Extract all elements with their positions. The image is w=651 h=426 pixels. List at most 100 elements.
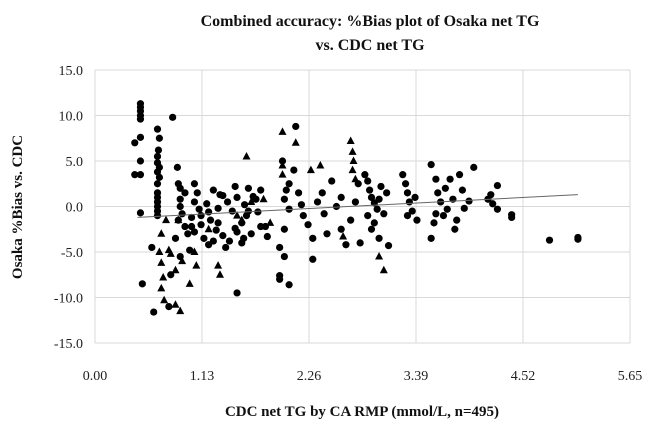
circle-point [342, 241, 350, 249]
triangle-point [346, 136, 355, 144]
circle-point [370, 219, 378, 227]
circle-point [299, 212, 307, 220]
circle-point [153, 125, 162, 133]
circle-point [154, 146, 163, 154]
y-tick-labels: 15.0 10.0 5.0 0.0 -5.0 -10.0 -15.0 [54, 64, 83, 352]
circle-point [136, 171, 145, 179]
circle-point [361, 171, 369, 179]
circle-point [165, 303, 173, 311]
y-tick-label: 5.0 [66, 155, 84, 170]
circle-point [337, 193, 345, 201]
circle-point [401, 180, 410, 188]
y-tick-label: 15.0 [59, 64, 84, 79]
circle-point [244, 184, 252, 192]
triangle-point [348, 147, 357, 155]
circle-point [178, 210, 186, 218]
triangle-point [351, 174, 360, 183]
circle-point [206, 216, 215, 224]
circle-point [233, 289, 241, 297]
circle-point [155, 173, 163, 181]
triangle-point [339, 232, 348, 240]
circle-point [470, 163, 478, 171]
circle-point [443, 205, 451, 213]
triangle-point [159, 272, 168, 281]
triangle-point [237, 215, 246, 224]
triangle-point [157, 258, 166, 266]
circle-point [366, 186, 374, 194]
circle-point [458, 186, 466, 194]
circle-point [377, 182, 385, 191]
circle-point [136, 115, 145, 123]
circle-point [181, 189, 189, 197]
y-axis-label: Osaka %Bias vs. CDC [10, 135, 26, 279]
trendline [137, 194, 578, 218]
triangle-point [306, 165, 315, 174]
triangle-point [278, 170, 287, 178]
x-tick-label: 2.26 [297, 369, 322, 384]
circle-point [176, 184, 184, 192]
triangle-point [379, 265, 388, 274]
x-tick-label: 1.13 [190, 369, 215, 384]
triangle-point [247, 197, 256, 205]
y-tick-label: 0.0 [66, 201, 84, 216]
circle-point [219, 232, 227, 240]
circle-point [209, 237, 217, 245]
triangle-point [214, 261, 223, 269]
circle-point [297, 201, 306, 209]
circle-point [545, 236, 554, 244]
data-points [131, 100, 582, 316]
circle-point [465, 197, 473, 205]
circle-point [263, 232, 271, 241]
circle-point [318, 189, 326, 197]
circle-point [231, 224, 239, 232]
circle-point [155, 134, 163, 142]
circle-point [405, 198, 413, 206]
circle-point [441, 184, 449, 192]
circle-point [280, 252, 288, 261]
circle-point [403, 212, 412, 220]
y-tick-label: -5.0 [61, 246, 83, 261]
circle-point [304, 221, 312, 229]
circle-point [285, 180, 293, 188]
circle-point [439, 212, 448, 220]
circle-point [138, 280, 146, 288]
circle-point [309, 255, 317, 263]
circle-point [225, 237, 234, 245]
circle-point [231, 182, 239, 191]
circle-point [187, 222, 196, 231]
chart-title-line2: vs. CDC net TG [315, 37, 425, 54]
circle-point [197, 221, 205, 229]
triangle-point [348, 165, 357, 174]
triangle-point [316, 161, 325, 169]
triangle-point [192, 261, 201, 269]
circle-point [280, 225, 288, 233]
circle-point [233, 193, 241, 201]
triangle-point [278, 161, 287, 169]
circle-point [193, 189, 201, 197]
circle-point [276, 243, 284, 252]
circle-point [203, 200, 211, 208]
circle-point [257, 222, 265, 231]
circle-point [408, 207, 416, 215]
triangle-point [157, 229, 166, 237]
circle-point [280, 195, 288, 203]
circle-point [399, 171, 407, 179]
triangle-point [155, 247, 164, 255]
circle-point [337, 225, 345, 233]
circle-point [136, 157, 145, 165]
circle-point [171, 234, 180, 242]
circle-point [493, 181, 502, 190]
circle-point [364, 212, 372, 220]
circle-point [190, 180, 199, 188]
circle-point [313, 198, 322, 206]
y-tick-label: -15.0 [54, 337, 83, 352]
circle-point [176, 195, 184, 203]
circle-point [186, 246, 194, 254]
circle-point [257, 186, 265, 194]
triangle-point [185, 279, 194, 287]
circle-point [413, 216, 421, 224]
triangle-point [171, 265, 180, 274]
triangle-point [204, 224, 213, 233]
circle-point [427, 234, 435, 242]
